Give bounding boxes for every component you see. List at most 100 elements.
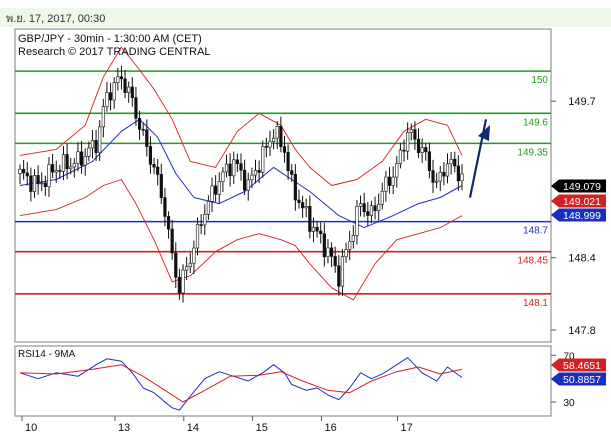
candle-body bbox=[355, 205, 359, 236]
candle-body bbox=[369, 205, 374, 216]
candle-body bbox=[427, 151, 431, 171]
candle-body bbox=[210, 185, 214, 202]
candle-body bbox=[250, 174, 254, 181]
candle-body bbox=[257, 170, 261, 173]
candle-body bbox=[51, 164, 55, 173]
candle-body bbox=[72, 162, 76, 168]
candle-body bbox=[246, 179, 250, 191]
candle-body bbox=[391, 176, 395, 186]
candle-body bbox=[300, 202, 305, 209]
candle-body bbox=[377, 203, 381, 212]
candle-body bbox=[25, 172, 29, 177]
candle-body bbox=[32, 175, 37, 192]
candle-body bbox=[384, 176, 388, 192]
price-label-box-red bbox=[551, 194, 606, 208]
candle-body bbox=[87, 147, 91, 157]
candle-body bbox=[311, 226, 316, 232]
candle-body bbox=[228, 163, 232, 177]
candle-body bbox=[119, 76, 124, 80]
candle-body bbox=[279, 125, 283, 147]
candle-body bbox=[123, 78, 127, 93]
candle-body bbox=[290, 170, 294, 175]
candle-body bbox=[188, 262, 192, 268]
rsi-y-tick-label: 70 bbox=[563, 351, 575, 362]
candle-body bbox=[235, 159, 239, 164]
candle-body bbox=[282, 146, 287, 153]
x-tick-label: 10 bbox=[25, 422, 37, 434]
rsi-value-box-red bbox=[551, 358, 606, 372]
candle-body bbox=[127, 86, 131, 93]
candle-body bbox=[116, 76, 120, 83]
rsi-value-label-red: 58.4651 bbox=[563, 360, 601, 372]
candle-body bbox=[76, 151, 80, 164]
x-tick-label: 14 bbox=[187, 422, 199, 434]
candle-body bbox=[413, 129, 417, 140]
level-label-148-1: 148.1 bbox=[523, 298, 548, 309]
candle-body bbox=[163, 197, 167, 217]
candle-body bbox=[275, 125, 279, 139]
y-tick-label: 148.4 bbox=[568, 253, 596, 265]
candle-body bbox=[431, 170, 435, 183]
candle-body bbox=[224, 163, 229, 173]
candle-body bbox=[101, 106, 105, 128]
candle-body bbox=[141, 128, 145, 131]
price-label-blue: 148.999 bbox=[563, 210, 601, 222]
candle-body bbox=[253, 170, 258, 176]
candle-body bbox=[90, 140, 95, 149]
candle-body bbox=[286, 152, 290, 171]
candle-body bbox=[214, 185, 218, 195]
candle-body bbox=[308, 206, 312, 232]
candle-body bbox=[174, 252, 178, 278]
candle-body bbox=[203, 213, 207, 226]
price-label-box-blue bbox=[551, 208, 606, 222]
candle-body bbox=[337, 265, 341, 287]
candle-body bbox=[79, 151, 84, 166]
candle-body bbox=[272, 137, 276, 142]
candle-body bbox=[239, 163, 243, 171]
candle-body bbox=[438, 171, 442, 182]
candle-body bbox=[134, 97, 138, 119]
candle-body bbox=[40, 182, 44, 185]
candle-body bbox=[58, 170, 62, 172]
candle-body bbox=[69, 166, 73, 170]
candle-body bbox=[177, 276, 182, 294]
candle-body bbox=[148, 146, 153, 165]
candle-body bbox=[424, 147, 428, 153]
candle-body bbox=[445, 163, 450, 177]
candle-body bbox=[348, 240, 352, 250]
price-panel bbox=[14, 28, 552, 343]
candle-body bbox=[362, 203, 366, 212]
forecast-arrow-head bbox=[478, 125, 490, 141]
level-label-148-45: 148.45 bbox=[517, 256, 548, 267]
candle-body bbox=[456, 165, 460, 182]
candle-body bbox=[61, 154, 66, 172]
candle-body bbox=[344, 249, 348, 257]
rsi-panel bbox=[14, 345, 552, 417]
candle-body bbox=[304, 206, 308, 209]
candle-body bbox=[387, 176, 392, 186]
candle-body bbox=[322, 233, 326, 258]
candle-body bbox=[83, 156, 87, 166]
candle-body bbox=[54, 170, 58, 173]
candle-body bbox=[217, 181, 221, 195]
rsi-ma-line bbox=[19, 364, 463, 403]
candle-body bbox=[156, 166, 160, 175]
candle-body bbox=[333, 256, 337, 267]
x-tick-label: 15 bbox=[256, 422, 268, 434]
candle-body bbox=[199, 224, 203, 226]
candle-body bbox=[315, 226, 319, 232]
candle-body bbox=[94, 140, 98, 153]
price-label-price: 149.079 bbox=[563, 181, 601, 193]
candle-body bbox=[453, 158, 457, 167]
candle-body bbox=[22, 168, 26, 174]
candle-body bbox=[36, 175, 40, 185]
rsi-value-box-blue bbox=[551, 372, 606, 386]
candle-body bbox=[395, 163, 399, 178]
price-label-box-price bbox=[551, 179, 606, 193]
candle-body bbox=[351, 235, 355, 242]
candle-body bbox=[435, 180, 439, 183]
level-label-149-6: 149.6 bbox=[523, 117, 548, 128]
chart-subtitle: Research © 2017 TRADING CENTRAL bbox=[18, 46, 211, 58]
price-label-red: 149.021 bbox=[563, 196, 601, 208]
lower-band-line bbox=[19, 179, 463, 301]
